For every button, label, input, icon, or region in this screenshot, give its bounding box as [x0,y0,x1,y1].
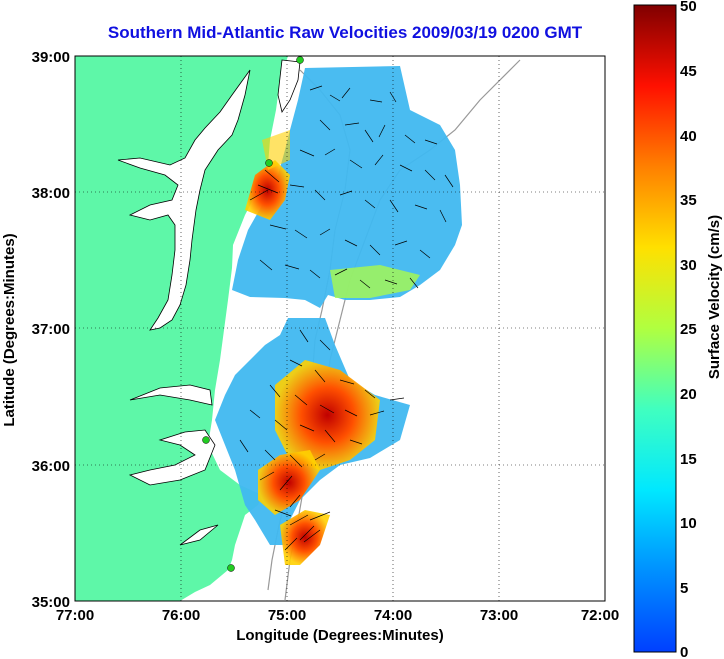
colorbar-ticks: 50 45 40 35 30 25 20 15 10 5 0 [680,0,697,659]
station-marker [227,564,235,572]
x-tick-label: 73:00 [480,607,518,624]
x-tick-label: 76:00 [162,607,200,624]
albemarle-sound [129,384,213,406]
colorbar-tick-label: 15 [680,451,697,468]
colorbar-label: Surface Velocity (cm/s) [706,215,723,379]
x-tick-label: 72:00 [581,607,619,624]
colorbar-tick-label: 20 [680,386,697,403]
colorbar-tick-label: 5 [680,580,688,597]
y-tick-label: 35:00 [32,594,70,611]
grid-lines [75,56,605,601]
colorbar-tick-label: 35 [680,192,697,209]
y-tick-label: 36:00 [32,458,70,475]
y-axis-label: Latitude (Degrees:Minutes) [1,233,18,426]
x-tick-label: 77:00 [56,607,94,624]
y-axis-ticks: 39:00 38:00 37:00 36:00 35:00 [32,49,70,611]
colorbar-tick-label: 25 [680,321,697,338]
colorbar [633,4,677,653]
y-tick-label: 37:00 [32,321,70,338]
velocity-field-north [232,66,462,308]
colorbar-tick-label: 0 [680,644,688,659]
y-tick-label: 38:00 [32,185,70,202]
x-tick-label: 74:00 [374,607,412,624]
y-tick-label: 39:00 [32,49,70,66]
chesapeake-bay [117,69,251,331]
land-mass [75,56,288,601]
x-tick-label: 75:00 [268,607,306,624]
colorbar-tick-label: 30 [680,257,697,274]
colorbar-tick-label: 10 [680,515,697,532]
velocity-patch-north-south [330,265,420,298]
chart-title: Southern Mid-Atlantic Raw Velocities 200… [108,23,583,42]
velocity-hotspot-south-2 [258,450,320,515]
station-marker [202,436,210,444]
colorbar-tick-label: 40 [680,128,697,145]
colorbar-tick-label: 50 [680,0,697,15]
station-marker [265,159,273,167]
plot-frame [74,55,606,602]
x-axis-ticks: 77:00 76:00 75:00 74:00 73:00 72:00 [56,607,619,624]
bay-inlet-lower [179,524,219,546]
x-axis-label: Longitude (Degrees:Minutes) [236,627,444,644]
velocity-hotspot-south [275,360,380,470]
station-marker [296,56,304,64]
colorbar-tick-label: 45 [680,63,697,80]
